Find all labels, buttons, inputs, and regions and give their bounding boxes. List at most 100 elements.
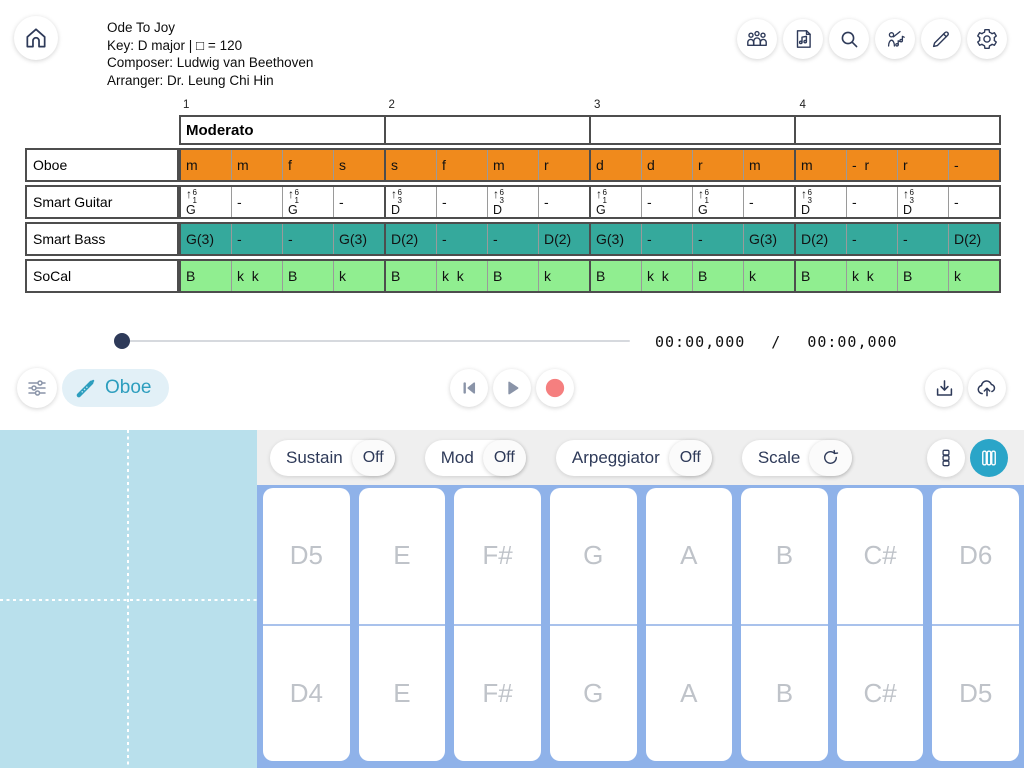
grid-cell[interactable]: -	[948, 187, 999, 217]
grid-cell[interactable]: -	[846, 224, 897, 254]
grid-cell[interactable]: -	[231, 187, 282, 217]
grid-cell[interactable]: B	[181, 261, 231, 291]
grid-cell[interactable]: D(2)	[794, 224, 846, 254]
tempo-cell[interactable]	[384, 117, 589, 143]
grid-cell[interactable]: -	[436, 224, 487, 254]
grid-cell[interactable]: B	[794, 261, 846, 291]
grid-cell[interactable]: k k	[436, 261, 487, 291]
grid-cell[interactable]: -	[487, 224, 538, 254]
grid-cell[interactable]: G(3)	[181, 224, 231, 254]
key-C#-lower[interactable]: C#	[837, 626, 924, 762]
grid-cell[interactable]: k	[743, 261, 794, 291]
grid-cell[interactable]: ↑ 6 3 D	[384, 187, 436, 217]
grid-cell[interactable]: k k	[231, 261, 282, 291]
rows-layout-button[interactable]	[927, 438, 965, 477]
grid-cell[interactable]: B	[692, 261, 743, 291]
grid-cell[interactable]: G(3)	[333, 224, 384, 254]
grid-cell[interactable]: r	[897, 150, 948, 180]
grid-cell[interactable]: -	[743, 187, 794, 217]
track-label[interactable]: SoCal	[25, 259, 179, 293]
grid-cell[interactable]: - r	[846, 150, 897, 180]
instrument-select-button[interactable]: Oboe	[62, 369, 170, 407]
grid-cell[interactable]: -	[897, 224, 948, 254]
key-D4-lower[interactable]: D4	[263, 626, 350, 762]
key-A-upper[interactable]: A	[645, 488, 733, 626]
grid-cell[interactable]: -	[692, 224, 743, 254]
grid-cell[interactable]: m	[181, 150, 231, 180]
grid-cell[interactable]: ↑ 6 3 D	[794, 187, 846, 217]
grid-cell[interactable]: D(2)	[538, 224, 589, 254]
grid-cell[interactable]: ↑ 6 1 G	[692, 187, 743, 217]
playback-slider-knob[interactable]	[114, 333, 130, 349]
grid-cell[interactable]: k	[333, 261, 384, 291]
key-F#-lower[interactable]: F#	[454, 626, 541, 762]
grid-cell[interactable]: m	[794, 150, 846, 180]
grid-cell[interactable]: -	[948, 150, 999, 180]
grid-cell[interactable]: B	[589, 261, 641, 291]
grid-cell[interactable]: -	[282, 224, 333, 254]
arpeggiator-toggle[interactable]: Arpeggiator Off	[555, 439, 712, 476]
track-label[interactable]: Smart Bass	[25, 222, 179, 256]
grid-cell[interactable]: s	[384, 150, 436, 180]
grid-cell[interactable]: G(3)	[589, 224, 641, 254]
key-D5-upper[interactable]: D5	[263, 488, 350, 626]
tempo-cell[interactable]	[794, 117, 999, 143]
score-scroll-button[interactable]	[783, 19, 823, 59]
tempo-cell[interactable]: Moderato	[181, 117, 384, 143]
grid-cell[interactable]: D(2)	[948, 224, 999, 254]
key-D6-upper[interactable]: D6	[932, 488, 1019, 626]
sustain-toggle[interactable]: Sustain Off	[270, 439, 395, 476]
grid-cell[interactable]: r	[692, 150, 743, 180]
grid-cell[interactable]: k k	[641, 261, 692, 291]
download-button[interactable]	[925, 369, 963, 407]
key-B-upper[interactable]: B	[741, 488, 828, 626]
grid-cell[interactable]: f	[436, 150, 487, 180]
grid-cell[interactable]: k k	[846, 261, 897, 291]
grid-cell[interactable]: m	[487, 150, 538, 180]
grid-cell[interactable]: m	[231, 150, 282, 180]
grid-cell[interactable]: ↑ 6 1 G	[181, 187, 231, 217]
grid-cell[interactable]: d	[589, 150, 641, 180]
grid-cell[interactable]: k	[948, 261, 999, 291]
grid-cell[interactable]: ↑ 6 3 D	[897, 187, 948, 217]
tempo-cell[interactable]	[589, 117, 794, 143]
grid-cell[interactable]: B	[282, 261, 333, 291]
grid-cell[interactable]: -	[231, 224, 282, 254]
key-F#-upper[interactable]: F#	[454, 488, 541, 626]
cloud-upload-button[interactable]	[968, 369, 1006, 407]
skip-to-start-button[interactable]	[450, 369, 488, 407]
record-button[interactable]	[536, 369, 574, 407]
grid-cell[interactable]: ↑ 6 1 G	[589, 187, 641, 217]
xy-touch-pad[interactable]	[0, 430, 257, 768]
mixer-button[interactable]	[17, 368, 57, 408]
mod-toggle[interactable]: Mod Off	[424, 439, 526, 476]
composer-button[interactable]	[875, 19, 915, 59]
grid-cell[interactable]: B	[487, 261, 538, 291]
grid-cell[interactable]: -	[333, 187, 384, 217]
grid-cell[interactable]: -	[846, 187, 897, 217]
key-E-lower[interactable]: E	[359, 626, 446, 762]
settings-button[interactable]	[967, 19, 1007, 59]
grid-cell[interactable]: -	[538, 187, 589, 217]
grid-cell[interactable]: ↑ 6 1 G	[282, 187, 333, 217]
key-A-lower[interactable]: A	[646, 626, 733, 762]
grid-cell[interactable]: -	[641, 187, 692, 217]
grid-cell[interactable]: f	[282, 150, 333, 180]
grid-cell[interactable]: s	[333, 150, 384, 180]
band-members-button[interactable]	[737, 19, 777, 59]
scale-button[interactable]: Scale	[741, 439, 853, 476]
grid-cell[interactable]: r	[538, 150, 589, 180]
grid-cell[interactable]: d	[641, 150, 692, 180]
key-G-upper[interactable]: G	[549, 488, 637, 626]
track-label[interactable]: Oboe	[25, 148, 179, 182]
grid-cell[interactable]: D(2)	[384, 224, 436, 254]
key-E-upper[interactable]: E	[358, 488, 446, 626]
grid-cell[interactable]: -	[436, 187, 487, 217]
grid-cell[interactable]: ↑ 6 3 D	[487, 187, 538, 217]
playback-slider-track[interactable]	[115, 340, 630, 342]
key-D5-lower[interactable]: D5	[932, 626, 1019, 762]
key-G-lower[interactable]: G	[550, 626, 637, 762]
home-button[interactable]	[14, 16, 58, 60]
pencil-button[interactable]	[921, 19, 961, 59]
play-button[interactable]	[493, 369, 531, 407]
